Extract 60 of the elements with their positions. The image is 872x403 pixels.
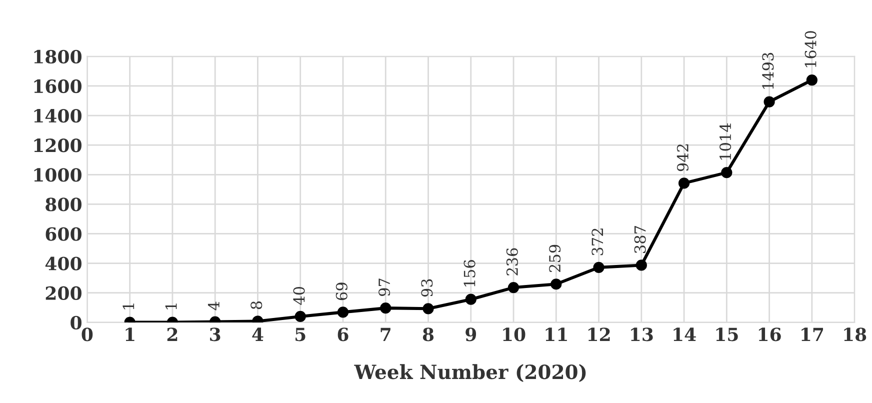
point <box>422 303 434 314</box>
y-tick-label: 400 <box>45 256 82 270</box>
y-tick-label: 600 <box>46 227 82 241</box>
x-tick-label: 13 <box>631 328 653 342</box>
point <box>636 260 647 271</box>
point <box>294 310 306 322</box>
data-label: 4 <box>208 302 220 310</box>
x-tick-label: 16 <box>758 328 781 342</box>
y-tick-label: 1800 <box>34 50 82 64</box>
x-tick-label: 5 <box>296 328 306 342</box>
data-label: 259 <box>549 244 561 272</box>
x-tick-label: 7 <box>380 328 390 341</box>
x-tick-label: 9 <box>466 328 476 342</box>
y-tick-label: 1600 <box>34 79 82 94</box>
point <box>721 167 732 178</box>
data-label: 1640 <box>804 31 816 68</box>
data-label: 40 <box>293 286 305 305</box>
x-tick-label: 14 <box>674 328 696 341</box>
y-tick-label: 0 <box>70 316 82 330</box>
data-label: 97 <box>378 278 390 296</box>
point <box>764 96 775 108</box>
x-tick-label: 6 <box>338 328 348 342</box>
x-tick-label: 0 <box>82 328 93 342</box>
data-label: 372 <box>592 228 604 256</box>
x-tick-label: 12 <box>588 328 610 341</box>
data-label: 8 <box>250 301 262 310</box>
x-tick-label: 11 <box>546 328 567 341</box>
x-tick-label: 1 <box>126 328 134 341</box>
data-label: 156 <box>464 260 476 286</box>
point <box>337 306 349 318</box>
x-tick-label: 3 <box>210 328 220 342</box>
data-label: 93 <box>421 279 433 297</box>
x-tick-label: 2 <box>167 328 178 341</box>
y-tick-label: 1400 <box>34 108 82 123</box>
data-label: 69 <box>336 282 348 300</box>
data-label: 236 <box>506 248 518 276</box>
y-tick-label: 1000 <box>34 168 82 182</box>
y-tick-label: 200 <box>46 286 82 300</box>
point <box>380 302 392 314</box>
y-tick-label: 1200 <box>34 138 82 152</box>
data-label: 1 <box>122 304 134 310</box>
x-tick-label: 17 <box>802 328 823 341</box>
point <box>508 282 520 294</box>
x-tick-label: 4 <box>252 328 264 341</box>
x-tick-label: 18 <box>844 328 866 342</box>
point <box>593 262 604 273</box>
point <box>806 74 818 86</box>
data-label: 1 <box>165 304 177 310</box>
x-axis-title: Week Number (2020) <box>354 364 586 382</box>
data-label: 1014 <box>720 123 732 160</box>
y-tick-label: 800 <box>46 198 82 212</box>
data-label: 387 <box>634 226 646 253</box>
x-tick-label: 15 <box>716 328 738 342</box>
point <box>550 278 562 290</box>
point <box>465 294 476 305</box>
x-tick-label: 8 <box>422 328 434 342</box>
data-label: 942 <box>676 144 688 172</box>
x-tick-label: 10 <box>503 328 526 342</box>
data-label: 1493 <box>762 52 774 89</box>
point <box>678 178 690 189</box>
